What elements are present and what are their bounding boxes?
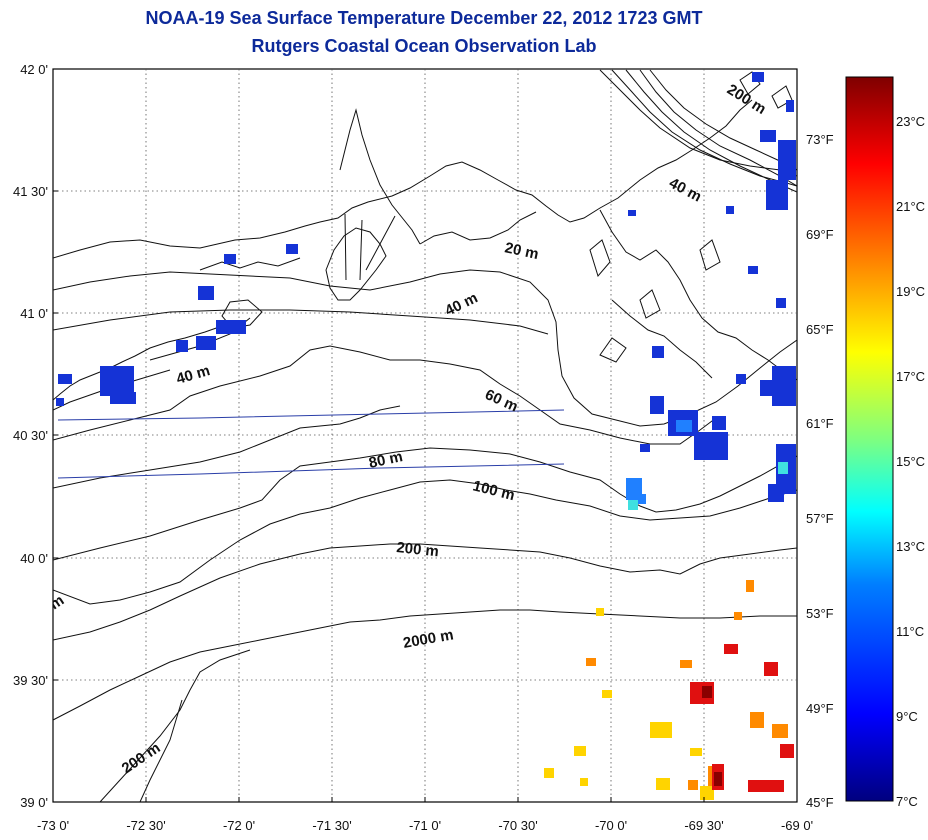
celsius-label: 15°C [896,454,925,469]
lon-tick-label: -72 0' [223,818,255,833]
lon-tick-label: -73 0' [37,818,69,833]
lat-tick-labels: 42 0' 41 30' 41 0' 40 30' 40 0' 39 30' 3… [13,62,48,810]
lat-tick-label: 40 30' [13,428,48,443]
lat-tick-label: 39 0' [20,795,48,810]
fahrenheit-label: 69°F [806,227,834,242]
coastline [53,71,797,411]
lat-tick-label: 40 0' [20,551,48,566]
map-grid [53,69,797,802]
lon-tick-label: -70 30' [498,818,537,833]
fahrenheit-label: 61°F [806,416,834,431]
celsius-label: 19°C [896,284,925,299]
lon-tick-labels: -73 0' -72 30' -72 0' -71 30' -71 0' -70… [37,818,813,833]
fahrenheit-label: 53°F [806,606,834,621]
lon-tick-label: -70 0' [595,818,627,833]
lon-tick-label: -69 0' [781,818,813,833]
depth-label: 200 m [396,539,440,560]
fahrenheit-label: 49°F [806,701,834,716]
lon-tick-label: -72 30' [126,818,165,833]
lat-tick-label: 41 30' [13,184,48,199]
fahrenheit-label: 65°F [806,322,834,337]
fahrenheit-label: 73°F [806,132,834,147]
axis-ticks [53,190,705,802]
map-subtitle: Rutgers Coastal Ocean Observation Lab [251,36,597,56]
celsius-label: 23°C [896,114,925,129]
lat-tick-label: 41 0' [20,306,48,321]
fahrenheit-label: 45°F [806,795,834,810]
celsius-label: 11°C [896,624,924,639]
depth-label: 20 m [503,239,540,263]
fahrenheit-label: 57°F [806,511,834,526]
celsius-label: 17°C [896,369,925,384]
colorbar-fahrenheit-labels: 73°F 69°F 65°F 61°F 57°F 53°F 49°F 45°F [806,132,834,810]
lon-tick-label: -71 30' [312,818,351,833]
lat-tick-label: 39 30' [13,673,48,688]
lat-tick-label: 42 0' [20,62,48,77]
map-title: NOAA-19 Sea Surface Temperature December… [145,8,703,28]
colorbar-celsius-labels: 23°C 21°C 19°C 17°C 15°C 13°C 11°C 9°C 7… [896,114,925,809]
lon-tick-label: -71 0' [409,818,441,833]
depth-label: 80 m [367,448,404,472]
celsius-label: 13°C [896,539,925,554]
lon-tick-label: -69 30' [684,818,723,833]
celsius-label: 9°C [896,709,918,724]
colorbar [845,76,894,802]
celsius-label: 21°C [896,199,925,214]
sst-pixels [56,72,796,800]
celsius-label: 7°C [896,794,918,809]
